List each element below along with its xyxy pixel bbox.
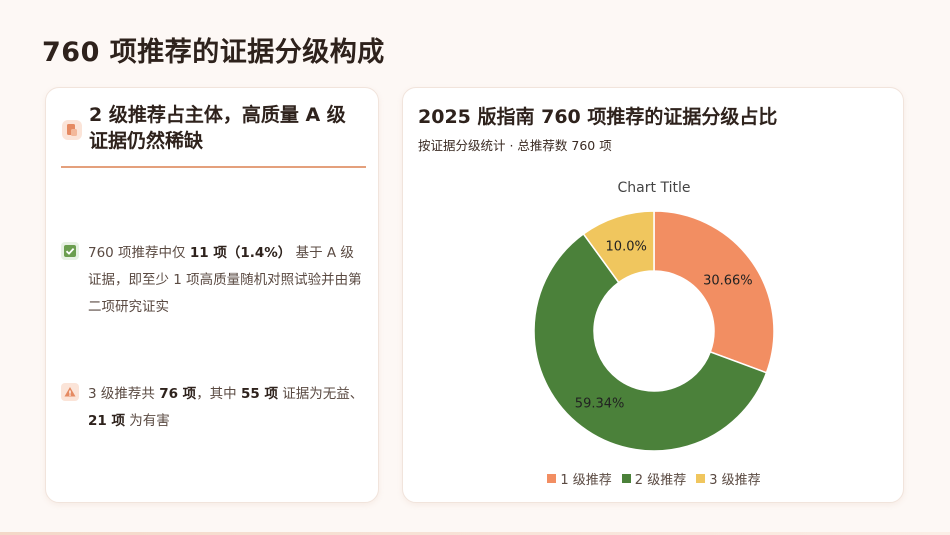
key-point-text: 3 级推荐共 76 项，其中 55 项 证据为无益、 21 项 为有害 — [88, 381, 366, 435]
slice-data-label: 59.34% — [575, 397, 625, 412]
slice-data-label: 10.0% — [606, 239, 647, 254]
summary-card: 2 级推荐占主体，高质量 A 级证据仍然稀缺 760 项推荐中仅 11 项（1.… — [45, 87, 379, 503]
bottom-strip — [0, 532, 950, 535]
point-text-end: 为有害 — [129, 413, 170, 429]
donut-slice — [653, 210, 775, 374]
legend-item: 3 级推荐 — [696, 469, 761, 488]
document-icon — [62, 120, 82, 140]
legend-swatch — [696, 474, 706, 483]
point-text-after: 基于 A 级证据，即至少 1 项高质量随机对照试验并由第二项研究证实 — [88, 245, 362, 315]
chart-title: Chart Title — [618, 180, 691, 196]
legend-item: 2 级推荐 — [621, 469, 687, 488]
warning-icon — [61, 383, 79, 401]
key-point-text: 760 项推荐中仅 11 项（1.4%） 基于 A 级证据，即至少 1 项高质量… — [88, 240, 366, 321]
donut-chart: Chart Title 30.66% 59.34% 10.0% — [533, 180, 775, 452]
donut-slice — [533, 232, 768, 452]
point-highlight-2: 55 项 — [240, 386, 278, 402]
point-highlight: 11 项（1.4%） — [189, 245, 292, 261]
donut-slice — [582, 210, 655, 284]
point-text-mid: ，其中 — [196, 386, 237, 402]
summary-title: 2 级推荐占主体，高质量 A 级证据仍然稀缺 — [89, 104, 346, 152]
point-text-after: 证据为无益、 — [282, 386, 364, 402]
summary-divider — [61, 166, 366, 168]
chart-card-subtitle: 按证据分级统计 · 总推荐数 760 项 — [418, 138, 612, 153]
chart-card-title: 2025 版指南 760 项推荐的证据分级占比 — [418, 106, 778, 128]
point-text-before: 760 项推荐中仅 — [88, 245, 186, 261]
legend-label: 3 级推荐 — [709, 473, 761, 488]
legend-swatch — [547, 474, 557, 483]
chart-card: 2025 版指南 760 项推荐的证据分级占比 按证据分级统计 · 总推荐数 7… — [402, 87, 904, 503]
check-icon — [61, 242, 79, 260]
point-highlight-3: 21 项 — [88, 413, 125, 429]
chart-legend: 1 级推荐 2 级推荐 3 级推荐 — [403, 469, 905, 488]
point-highlight: 76 项 — [159, 386, 197, 402]
legend-label: 2 级推荐 — [634, 473, 687, 488]
legend-item: 1 级推荐 — [547, 469, 612, 488]
legend-swatch — [621, 474, 631, 483]
page-title: 760 项推荐的证据分级构成 — [42, 37, 385, 68]
legend-label: 1 级推荐 — [560, 473, 612, 488]
slice-data-label: 30.66% — [703, 274, 753, 289]
point-text-before: 3 级推荐共 — [88, 386, 155, 402]
